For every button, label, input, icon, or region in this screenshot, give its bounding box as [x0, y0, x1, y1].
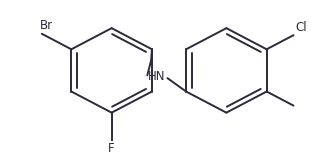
Text: Cl: Cl [295, 21, 307, 34]
Text: HN: HN [148, 70, 165, 83]
Text: F: F [108, 142, 115, 155]
Text: Br: Br [40, 19, 53, 32]
